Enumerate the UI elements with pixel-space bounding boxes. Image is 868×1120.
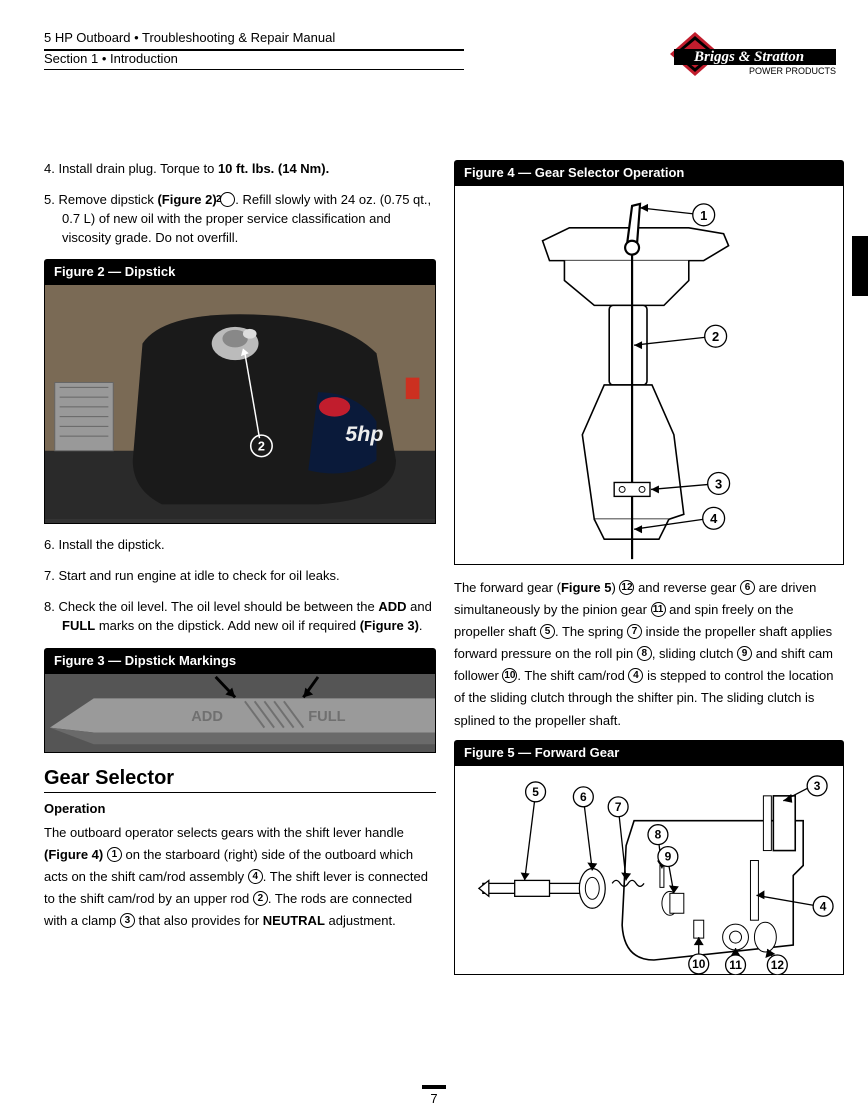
page-footer: 7 bbox=[0, 1085, 868, 1106]
figure-4-drawing: 1 2 3 4 bbox=[454, 185, 844, 565]
logo-sub-text: POWER PRODUCTS bbox=[749, 66, 836, 76]
engine-hp-text: 5hp bbox=[345, 422, 383, 446]
figure-4: Figure 4 — Gear Selector Operation bbox=[454, 160, 844, 565]
heading-rule bbox=[44, 792, 436, 793]
fig4-callout-4: 4 bbox=[710, 511, 718, 526]
fig5-co-7: 7 bbox=[615, 799, 622, 813]
steps-list-a: 4. Install drain plug. Torque to 10 ft. … bbox=[44, 160, 436, 247]
figure-5: Figure 5 — Forward Gear bbox=[454, 740, 844, 975]
fig5-co-5: 5 bbox=[532, 785, 539, 799]
side-tab bbox=[852, 236, 868, 296]
gear-paragraph: The forward gear (Figure 5) 12 and rever… bbox=[454, 577, 844, 732]
fig4-callout-1: 1 bbox=[700, 208, 707, 223]
figure-2: Figure 2 — Dipstick 5hp bbox=[44, 259, 436, 524]
svg-text:®: ® bbox=[838, 52, 845, 62]
gear-selector-heading: Gear Selector bbox=[44, 767, 436, 790]
steps-list-b: 6. Install the dipstick. 7. Start and ru… bbox=[44, 536, 436, 635]
figure-5-title: Figure 5 — Forward Gear bbox=[454, 740, 844, 765]
operation-paragraph: The outboard operator selects gears with… bbox=[44, 822, 436, 932]
figure-2-title: Figure 2 — Dipstick bbox=[44, 259, 436, 284]
step-8: 8. Check the oil level. The oil level sh… bbox=[44, 598, 436, 636]
step-7: 7. Start and run engine at idle to check… bbox=[44, 567, 436, 586]
figure-5-drawing: 3 4 5 6 7 8 9 10 bbox=[454, 765, 844, 975]
operation-subheading: Operation bbox=[44, 801, 436, 816]
figure-2-photo: 5hp 2 bbox=[44, 284, 436, 524]
dipstick-full-label: FULL bbox=[308, 709, 345, 725]
dipstick-add-label: ADD bbox=[191, 709, 223, 725]
fig5-co-11: 11 bbox=[729, 958, 742, 972]
logo-brand-text: Briggs & Stratton bbox=[693, 49, 804, 65]
page-number: 7 bbox=[422, 1085, 445, 1106]
content-area: 4. Install drain plug. Torque to 10 ft. … bbox=[44, 160, 844, 975]
figure-3-photo: ADD FULL bbox=[44, 673, 436, 753]
fig4-callout-2: 2 bbox=[712, 329, 719, 344]
fig5-co-9: 9 bbox=[665, 849, 672, 863]
fig5-co-6: 6 bbox=[580, 789, 587, 803]
figure-3: Figure 3 — Dipstick Markings ADD FULL bbox=[44, 648, 436, 753]
fig5-co-3: 3 bbox=[814, 779, 821, 793]
figure-4-title: Figure 4 — Gear Selector Operation bbox=[454, 160, 844, 185]
step-5: 5. Remove dipstick (Figure 2) 2. Refill … bbox=[44, 191, 436, 248]
fig4-callout-3: 3 bbox=[715, 476, 722, 491]
step-6: 6. Install the dipstick. bbox=[44, 536, 436, 555]
fig5-co-12: 12 bbox=[771, 958, 785, 972]
fig5-co-4: 4 bbox=[820, 899, 827, 913]
step-4: 4. Install drain plug. Torque to 10 ft. … bbox=[44, 160, 436, 179]
fig2-callout-2: 2 bbox=[258, 440, 265, 454]
brand-logo: Briggs & Stratton ® POWER PRODUCTS bbox=[640, 24, 850, 87]
left-column: 4. Install drain plug. Torque to 10 ft. … bbox=[44, 160, 436, 975]
fig5-co-10: 10 bbox=[692, 957, 706, 971]
right-column: Figure 4 — Gear Selector Operation bbox=[454, 160, 844, 975]
header-rule-2 bbox=[44, 69, 464, 70]
fig5-co-8: 8 bbox=[655, 827, 662, 841]
figure-3-title: Figure 3 — Dipstick Markings bbox=[44, 648, 436, 673]
